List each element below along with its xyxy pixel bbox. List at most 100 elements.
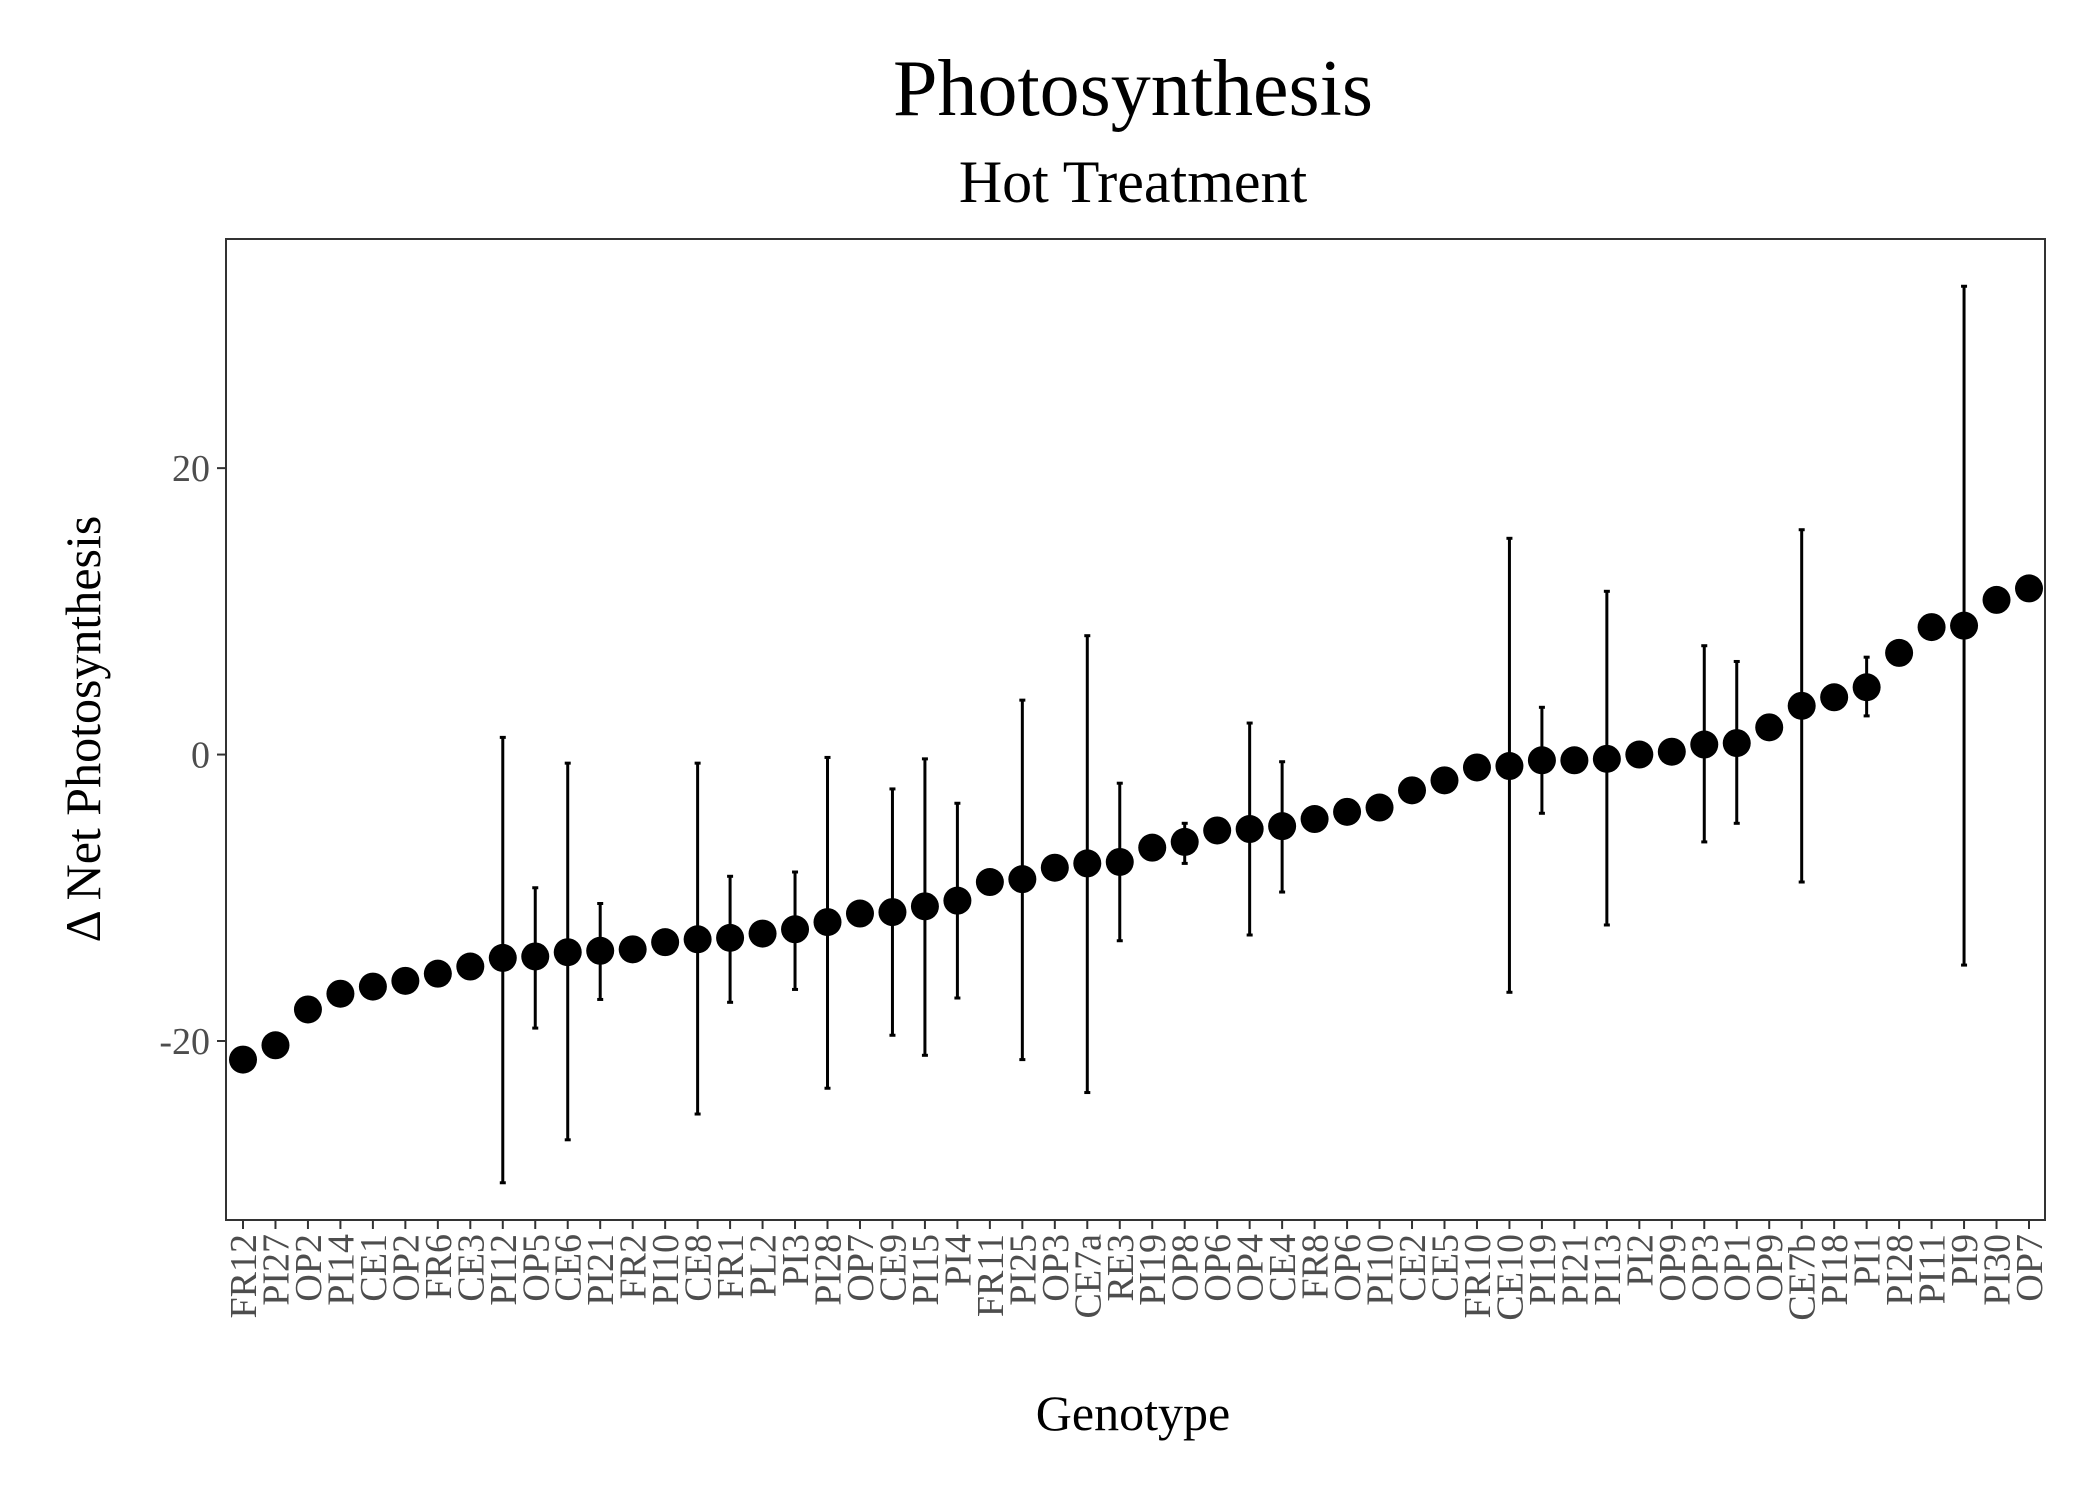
data-points: [229, 574, 2043, 1074]
data-point: [975, 868, 1004, 897]
data-point: [813, 908, 842, 937]
data-point: [1495, 752, 1524, 781]
data-point: [1560, 746, 1589, 775]
x-tick-label: OP6: [1197, 1234, 1239, 1302]
data-point: [1430, 766, 1459, 795]
x-tick-label: PI9: [1944, 1234, 1986, 1287]
data-point: [1690, 730, 1719, 759]
x-tick-label: PI19: [1522, 1234, 1564, 1306]
x-tick-label: OP3: [1684, 1234, 1726, 1302]
x-tick-label: RE3: [1100, 1234, 1142, 1302]
data-point: [1462, 753, 1491, 782]
data-point: [618, 935, 647, 964]
x-tick-label: FR12: [223, 1234, 265, 1318]
chart-title: Photosynthesis: [893, 45, 1373, 133]
x-tick-label: FR11: [970, 1234, 1012, 1317]
data-point: [1365, 793, 1394, 822]
x-tick-label: CE10: [1489, 1234, 1531, 1321]
data-point: [1398, 776, 1427, 805]
x-tick-label: CE9: [872, 1234, 914, 1302]
x-tick-label: PI4: [937, 1234, 979, 1287]
x-tick-label: PI27: [255, 1234, 297, 1306]
data-point: [683, 925, 712, 954]
x-tick-label: PI30: [1977, 1234, 2019, 1306]
x-tick-label: PI15: [905, 1234, 947, 1306]
x-tick-label: OP7: [2009, 1234, 2051, 1302]
data-point: [358, 972, 387, 1001]
x-tick-label: PL2: [743, 1234, 785, 1297]
data-point: [456, 952, 485, 981]
data-point: [1235, 815, 1264, 844]
data-point: [1625, 740, 1654, 769]
data-point: [2015, 574, 2043, 603]
x-tick-label: PI19: [1132, 1234, 1174, 1306]
data-point: [521, 942, 550, 971]
data-point: [488, 943, 517, 972]
plot-panel: [225, 238, 2046, 1221]
x-axis-title: Genotype: [1036, 1385, 1230, 1441]
data-point: [1917, 613, 1946, 642]
x-tick-label: OP6: [1327, 1234, 1369, 1302]
x-tick-label: FR8: [1295, 1234, 1337, 1299]
x-tick-label: PI10: [1360, 1234, 1402, 1306]
x-tick-label: PI28: [808, 1234, 850, 1306]
x-tick-label: PI28: [1879, 1234, 1921, 1306]
x-tick-label: OP2: [385, 1234, 427, 1302]
data-point: [391, 966, 420, 995]
data-point: [1170, 827, 1199, 856]
data-point: [1787, 691, 1816, 720]
data-point: [1333, 797, 1362, 826]
y-tick-label: 0: [191, 735, 210, 777]
data-point: [1852, 673, 1881, 702]
chart-subtitle: Hot Treatment: [959, 149, 1308, 215]
x-tick-label: PI1: [1847, 1234, 1889, 1287]
data-point: [1950, 611, 1979, 640]
data-point: [1268, 812, 1297, 841]
data-point: [651, 928, 680, 957]
x-tick-label: FR1: [710, 1234, 752, 1299]
x-tick-label: CE5: [1424, 1234, 1466, 1302]
x-tick-label: PI21: [580, 1234, 622, 1306]
data-point: [1755, 713, 1784, 742]
data-point: [1040, 853, 1069, 882]
data-point: [1073, 849, 1102, 878]
data-point: [1008, 865, 1037, 894]
data-point: [1722, 729, 1751, 758]
data-point: [261, 1031, 290, 1060]
data-point: [1592, 744, 1621, 773]
x-tick-label: CE8: [678, 1234, 720, 1302]
x-tick-label: CE3: [450, 1234, 492, 1302]
x-axis: FR12PI27OP2PI14CE1OP2FR6CE3PI12OP5CE6PI2…: [223, 1220, 2051, 1321]
x-tick-label: CE1: [353, 1234, 395, 1302]
data-point: [748, 919, 777, 948]
data-point: [1885, 638, 1914, 667]
x-tick-label: PI21: [1554, 1234, 1596, 1306]
x-tick-label: OP8: [1165, 1234, 1207, 1302]
x-tick-label: PI11: [1912, 1234, 1954, 1304]
data-point: [553, 938, 582, 967]
x-tick-label: CE2: [1392, 1234, 1434, 1302]
y-axis-title: Δ Net Photosynthesis: [55, 516, 111, 943]
data-point: [1982, 585, 2011, 614]
data-point: [878, 898, 907, 927]
data-point: [1300, 805, 1329, 834]
x-tick-label: CE7a: [1067, 1234, 1109, 1319]
x-tick-label: OP7: [840, 1234, 882, 1302]
data-point: [293, 995, 322, 1024]
x-tick-label: PI13: [1587, 1234, 1629, 1306]
data-point: [1820, 683, 1849, 712]
x-tick-label: FR10: [1457, 1234, 1499, 1318]
data-point: [781, 915, 810, 944]
x-tick-label: OP1: [1717, 1234, 1759, 1302]
data-point: [423, 959, 452, 988]
y-tick-label: 20: [172, 448, 210, 490]
x-tick-label: CE4: [1262, 1234, 1304, 1302]
x-tick-label: OP3: [1035, 1234, 1077, 1302]
x-tick-label: OP9: [1652, 1234, 1694, 1302]
x-tick-label: CE6: [548, 1234, 590, 1302]
x-tick-label: OP9: [1749, 1234, 1791, 1302]
data-point: [229, 1045, 257, 1074]
data-point: [1138, 833, 1167, 862]
data-point: [326, 979, 355, 1008]
x-tick-label: PI10: [645, 1234, 687, 1306]
